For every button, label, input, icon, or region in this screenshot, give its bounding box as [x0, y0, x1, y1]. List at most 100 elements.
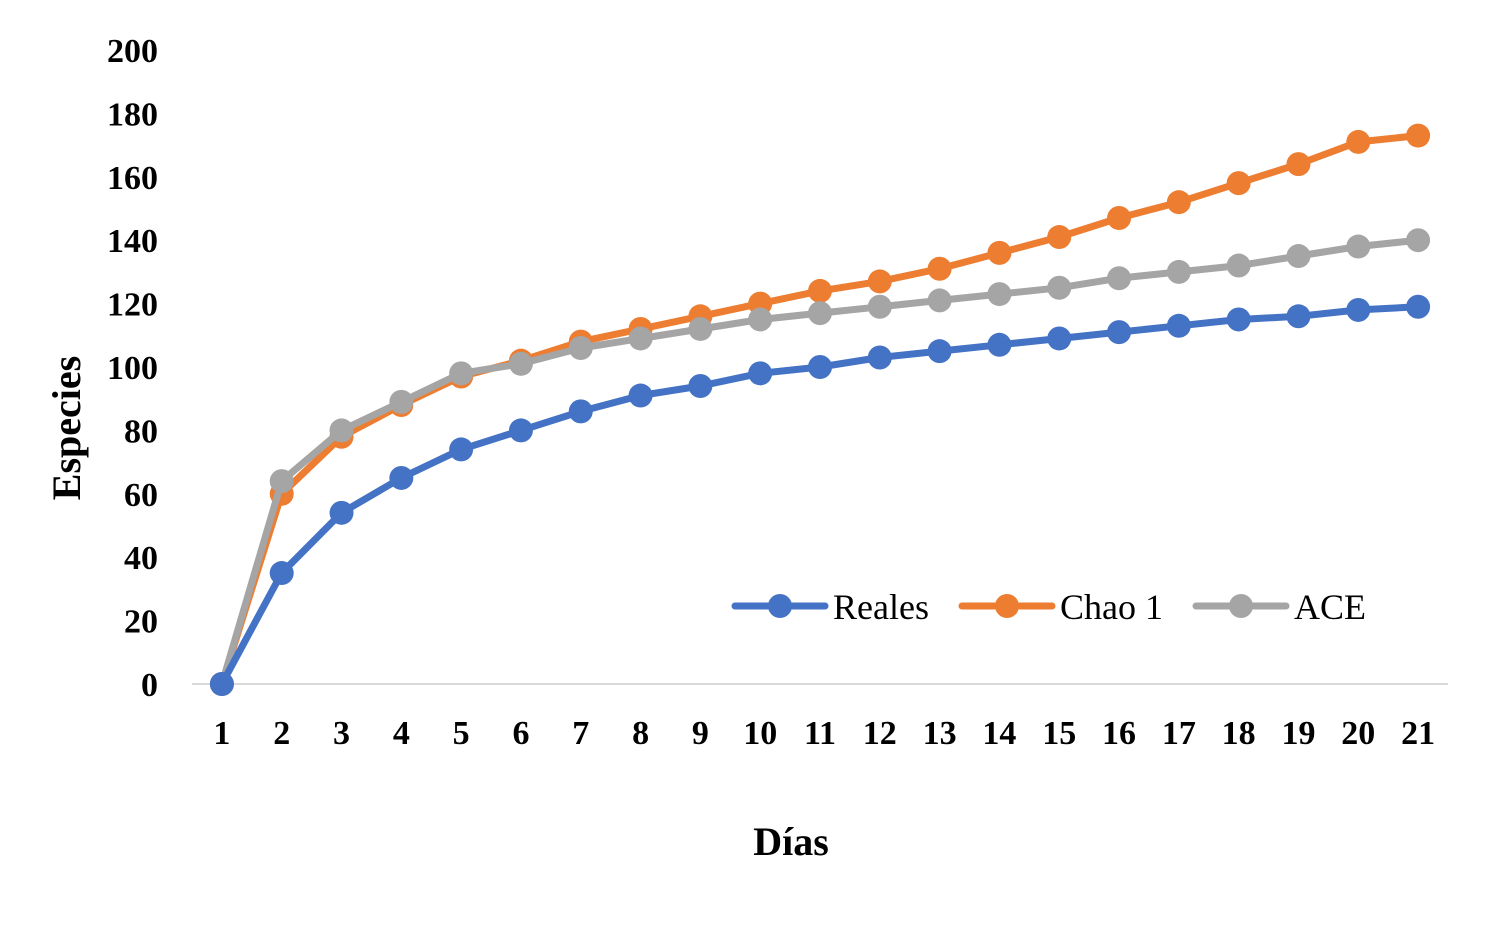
y-tick-label: 100	[107, 350, 158, 387]
data-point	[1226, 171, 1251, 196]
y-tick-label: 200	[107, 33, 158, 70]
x-axis-title: Días	[753, 819, 829, 864]
data-point	[987, 332, 1012, 357]
data-point	[1346, 297, 1371, 322]
x-tick-label: 5	[453, 715, 470, 752]
data-point	[508, 351, 533, 376]
data-point	[867, 345, 892, 370]
x-tick-label: 16	[1102, 715, 1136, 752]
data-point	[987, 240, 1012, 265]
x-tick-label: 4	[393, 715, 410, 752]
data-point	[568, 399, 593, 424]
y-tick-label: 20	[124, 604, 158, 641]
data-point	[1346, 234, 1371, 259]
data-point	[1166, 190, 1191, 215]
data-point	[1107, 206, 1132, 231]
data-point	[1286, 244, 1311, 269]
x-tick-label: 13	[923, 715, 957, 752]
data-point	[748, 307, 773, 332]
series-reales	[209, 294, 1431, 696]
data-point	[867, 269, 892, 294]
x-tick-label: 2	[273, 715, 290, 752]
data-point	[389, 465, 414, 490]
data-point	[329, 500, 354, 525]
data-point	[1226, 253, 1251, 278]
x-tick-label: 11	[804, 715, 836, 752]
legend-label: ACE	[1294, 587, 1366, 627]
x-tick-label: 10	[743, 715, 777, 752]
x-tick-label: 7	[572, 715, 589, 752]
x-tick-label: 19	[1281, 715, 1315, 752]
x-tick-label: 20	[1341, 715, 1375, 752]
legend-swatch-marker	[1229, 594, 1253, 618]
series-layer	[209, 123, 1431, 696]
data-point	[688, 374, 713, 399]
y-tick-label: 40	[124, 540, 158, 577]
data-point	[508, 418, 533, 443]
data-point	[1406, 294, 1431, 319]
data-point	[628, 326, 653, 351]
y-tick-label: 0	[141, 667, 158, 704]
data-point	[1047, 225, 1072, 250]
y-tick-label: 60	[124, 477, 158, 514]
data-point	[748, 361, 773, 386]
legend-swatch-marker	[995, 594, 1019, 618]
y-tick-label: 180	[107, 96, 158, 133]
data-point	[1286, 152, 1311, 177]
data-point	[1107, 266, 1132, 291]
data-point	[329, 418, 354, 443]
legend-item: Chao 1	[958, 587, 1163, 627]
x-tick-label: 9	[692, 715, 709, 752]
data-point	[688, 316, 713, 341]
data-point	[927, 339, 952, 364]
data-point	[1406, 123, 1431, 148]
data-point	[389, 389, 414, 414]
x-tick-label: 17	[1162, 715, 1196, 752]
data-point	[209, 672, 234, 696]
data-point	[1346, 129, 1371, 154]
data-point	[1226, 307, 1251, 332]
data-point	[269, 561, 294, 586]
x-tick-label: 21	[1401, 715, 1435, 752]
data-point	[808, 278, 832, 303]
data-point	[927, 256, 952, 281]
data-point	[1166, 313, 1191, 338]
legend-swatch-marker	[768, 594, 792, 618]
data-point	[1406, 228, 1431, 253]
data-point	[1107, 320, 1132, 345]
data-point	[1047, 275, 1072, 300]
x-axis-ticks: 1 2 3 4 5 6 7 8 9 10 11 12 13 14 15 16 17 18 19 20 21	[213, 715, 1435, 752]
data-point	[1286, 304, 1311, 329]
x-tick-label: 6	[512, 715, 529, 752]
data-point	[808, 301, 832, 326]
data-point	[808, 355, 832, 379]
legend-item: Reales	[731, 587, 929, 627]
data-point	[568, 335, 593, 360]
y-tick-label: 120	[107, 287, 158, 324]
x-tick-label: 1	[213, 715, 230, 752]
data-point	[1166, 259, 1191, 284]
y-axis-ticks: 0 20 40 60 80 100 120 140 160 180 200	[107, 33, 158, 704]
data-point	[1047, 326, 1072, 351]
data-point	[987, 282, 1012, 307]
x-tick-label: 8	[632, 715, 649, 752]
x-tick-label: 3	[333, 715, 350, 752]
x-tick-label: 12	[863, 715, 897, 752]
legend-item: ACE	[1192, 587, 1366, 627]
x-tick-label: 14	[982, 715, 1016, 752]
data-point	[449, 361, 474, 386]
data-point	[449, 437, 474, 462]
legend-label: Chao 1	[1060, 587, 1163, 627]
data-point	[867, 294, 892, 319]
data-point	[628, 383, 653, 408]
y-tick-label: 140	[107, 223, 158, 260]
data-point	[927, 288, 952, 313]
legend: Reales Chao 1 ACE	[731, 587, 1366, 627]
y-tick-label: 80	[124, 413, 158, 450]
y-axis-title: Especies	[44, 356, 89, 500]
y-tick-label: 160	[107, 160, 158, 197]
x-tick-label: 18	[1222, 715, 1256, 752]
x-tick-label: 15	[1042, 715, 1076, 752]
legend-label: Reales	[833, 587, 929, 627]
